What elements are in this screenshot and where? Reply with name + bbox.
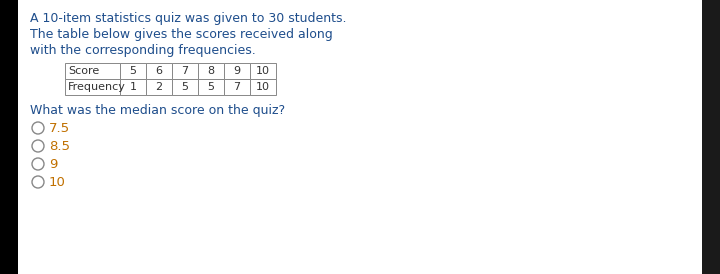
Bar <box>172 79 198 95</box>
Text: 8.5: 8.5 <box>49 139 70 153</box>
Bar <box>0 0 18 274</box>
Text: 1: 1 <box>130 82 137 92</box>
Bar <box>65 63 120 79</box>
Text: 10: 10 <box>256 82 270 92</box>
Bar <box>172 63 198 79</box>
Text: 7: 7 <box>233 82 240 92</box>
Text: 5: 5 <box>207 82 215 92</box>
Text: The table below gives the scores received along: The table below gives the scores receive… <box>30 28 333 41</box>
Text: 5: 5 <box>181 82 189 92</box>
Bar <box>224 79 250 95</box>
Bar <box>250 63 276 79</box>
Bar <box>702 0 720 274</box>
Bar <box>146 63 172 79</box>
Text: 10: 10 <box>49 176 66 189</box>
Bar <box>224 63 250 79</box>
Text: 7.5: 7.5 <box>49 121 70 135</box>
Bar <box>120 79 146 95</box>
Text: 9: 9 <box>233 66 240 76</box>
Text: with the corresponding frequencies.: with the corresponding frequencies. <box>30 44 256 57</box>
Text: Score: Score <box>68 66 99 76</box>
Bar <box>198 63 224 79</box>
Text: 5: 5 <box>130 66 137 76</box>
Bar <box>120 63 146 79</box>
Text: Frequency: Frequency <box>68 82 126 92</box>
Text: 2: 2 <box>156 82 163 92</box>
Text: What was the median score on the quiz?: What was the median score on the quiz? <box>30 104 285 117</box>
Bar <box>250 79 276 95</box>
Text: A 10-item statistics quiz was given to 30 students.: A 10-item statistics quiz was given to 3… <box>30 12 346 25</box>
Bar <box>198 79 224 95</box>
Bar <box>146 79 172 95</box>
Text: 7: 7 <box>181 66 189 76</box>
Bar <box>65 79 120 95</box>
Text: 6: 6 <box>156 66 163 76</box>
Text: 9: 9 <box>49 158 58 170</box>
Text: 8: 8 <box>207 66 215 76</box>
Text: 10: 10 <box>256 66 270 76</box>
